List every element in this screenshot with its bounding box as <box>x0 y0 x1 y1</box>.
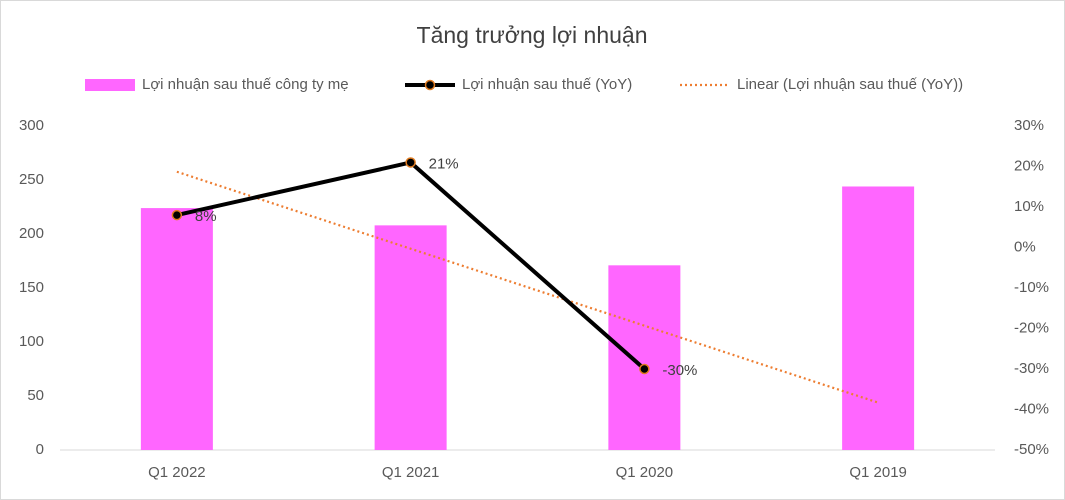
y-tick-label: 100 <box>19 333 44 350</box>
chart-title: Tăng trưởng lợi nhuận <box>417 22 648 48</box>
x-tick-label: Q1 2022 <box>148 464 206 481</box>
legend-label: Linear (Lợi nhuận sau thuế (YoY)) <box>737 76 963 93</box>
y-tick-label: 300 <box>19 117 44 134</box>
line-marker <box>639 363 650 375</box>
y-tick-label: 50 <box>27 387 44 404</box>
legend-swatch <box>85 79 135 91</box>
y2-tick-label: 10% <box>1014 198 1044 215</box>
legend-swatch-marker <box>424 79 436 91</box>
y-tick-label: 200 <box>19 225 44 242</box>
y2-tick-label: -40% <box>1014 400 1049 417</box>
bar <box>140 208 213 450</box>
bar <box>374 225 447 450</box>
data-label: 8% <box>195 208 217 225</box>
y2-tick-label: -50% <box>1014 441 1049 458</box>
y-tick-label: 250 <box>19 171 44 188</box>
line-marker <box>171 209 183 221</box>
y2-tick-label: -10% <box>1014 279 1049 296</box>
y-tick-label: 0 <box>36 441 44 458</box>
legend-label: Lợi nhuận sau thuế công ty mẹ <box>142 76 349 93</box>
y2-tick-label: -30% <box>1014 360 1049 377</box>
trendline <box>176 170 879 404</box>
y2-tick-label: 20% <box>1014 157 1044 174</box>
bar <box>842 186 915 451</box>
x-tick-label: Q1 2019 <box>849 464 907 481</box>
x-tick-label: Q1 2021 <box>382 464 440 481</box>
y2-tick-label: -20% <box>1014 319 1049 336</box>
bar <box>608 265 681 450</box>
line-marker <box>405 157 416 168</box>
y2-tick-label: 0% <box>1014 238 1036 255</box>
data-label: -30% <box>662 362 697 379</box>
x-tick-label: Q1 2020 <box>616 464 674 481</box>
data-label: 21% <box>429 155 459 172</box>
y-tick-label: 150 <box>19 279 44 296</box>
y2-tick-label: 30% <box>1014 117 1044 134</box>
legend-label: Lợi nhuận sau thuế (YoY) <box>462 76 632 93</box>
